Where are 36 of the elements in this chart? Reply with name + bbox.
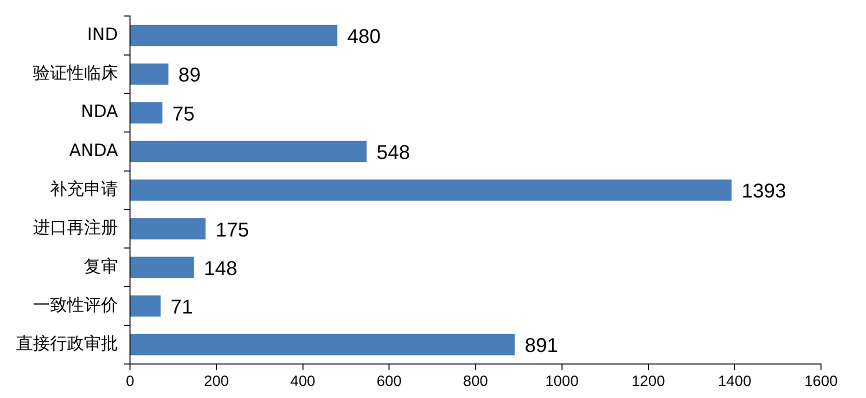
x-tick-label: 600 bbox=[376, 373, 402, 390]
y-tick-label: 验证性临床 bbox=[33, 64, 118, 84]
bar bbox=[130, 256, 194, 278]
data-label: 891 bbox=[524, 335, 558, 358]
y-tick-label: 直接行政审批 bbox=[16, 334, 118, 354]
bar bbox=[130, 102, 162, 124]
bar bbox=[130, 295, 161, 317]
y-tick-label: 进口再注册 bbox=[33, 218, 118, 238]
data-label: 548 bbox=[376, 142, 410, 164]
data-label: 175 bbox=[216, 219, 249, 242]
data-label: 1393 bbox=[742, 180, 786, 203]
bar bbox=[130, 218, 206, 240]
x-tick-label: 1600 bbox=[804, 373, 838, 390]
x-tick-label: 1400 bbox=[718, 373, 752, 390]
bar bbox=[130, 64, 168, 85]
data-label: 480 bbox=[347, 26, 381, 48]
bar bbox=[130, 179, 732, 201]
x-tick-label: 1200 bbox=[632, 373, 665, 390]
y-tick-label: IND bbox=[87, 24, 118, 45]
bar bbox=[130, 334, 515, 356]
y-tick-label: ANDA bbox=[69, 140, 118, 161]
y-tick-label: 复审 bbox=[84, 256, 118, 277]
bar bbox=[130, 140, 367, 162]
x-tick-label: 800 bbox=[462, 373, 488, 390]
data-label: 89 bbox=[178, 64, 201, 87]
data-label: 148 bbox=[204, 258, 238, 280]
bar bbox=[130, 24, 338, 46]
data-label: 75 bbox=[172, 103, 195, 126]
x-tick-label: 1000 bbox=[545, 373, 579, 390]
data-label: 71 bbox=[170, 296, 193, 319]
y-tick-label: 一致性评价 bbox=[33, 295, 118, 316]
y-tick-label: 补充申请 bbox=[50, 180, 118, 200]
x-tick-label: 0 bbox=[126, 373, 134, 390]
x-tick-label: 200 bbox=[204, 373, 229, 390]
x-tick-label: 400 bbox=[290, 373, 316, 390]
y-tick-label: NDA bbox=[80, 102, 118, 122]
